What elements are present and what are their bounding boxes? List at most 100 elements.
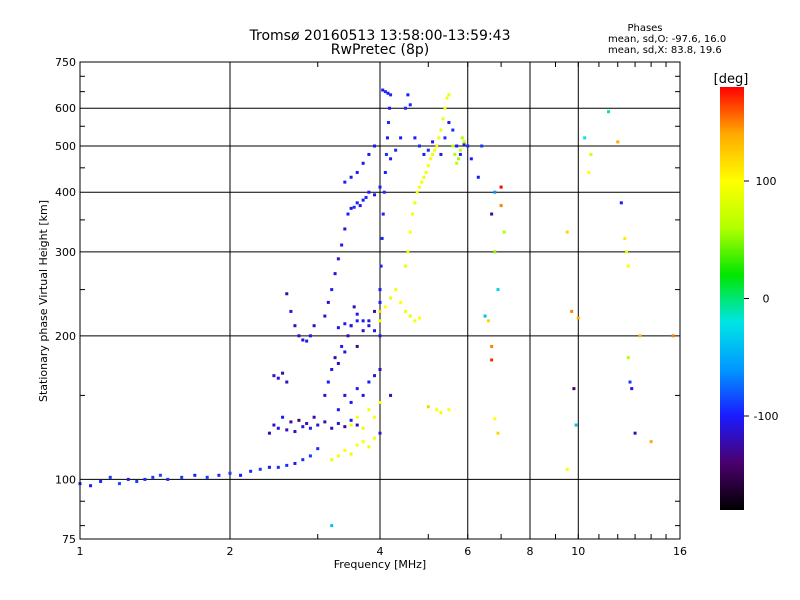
y-tick-label: 100	[55, 473, 76, 486]
x-axis-label: Frequency [MHz]	[334, 558, 426, 571]
data-point	[439, 128, 443, 132]
data-point	[289, 420, 293, 424]
data-point	[572, 387, 576, 391]
data-point	[343, 322, 347, 326]
data-point	[330, 367, 334, 371]
data-point	[272, 423, 276, 427]
data-point	[349, 423, 353, 427]
data-point	[623, 236, 627, 240]
data-point	[417, 144, 421, 148]
data-point	[453, 152, 457, 156]
data-point	[151, 475, 155, 479]
data-point	[297, 334, 301, 338]
data-point	[361, 319, 365, 323]
data-point	[258, 467, 262, 471]
data-point	[361, 161, 365, 165]
data-point	[355, 319, 359, 323]
data-point	[343, 180, 347, 184]
data-point	[343, 448, 347, 452]
data-point	[466, 144, 470, 148]
data-point	[349, 324, 353, 328]
data-point	[435, 144, 439, 148]
data-point	[336, 454, 340, 458]
data-point	[373, 144, 377, 148]
data-point	[367, 152, 371, 156]
data-point	[373, 329, 377, 333]
data-point	[428, 157, 432, 161]
data-point	[460, 136, 464, 140]
data-point	[289, 309, 293, 313]
data-point	[399, 300, 403, 304]
data-point	[355, 423, 359, 427]
data-point	[340, 243, 344, 247]
data-point	[462, 142, 466, 146]
data-point	[373, 415, 377, 419]
data-point	[346, 212, 350, 216]
colorbar-tick-label: -100	[754, 410, 779, 423]
data-point	[413, 319, 417, 323]
grid-lines	[80, 62, 680, 539]
data-point	[426, 405, 430, 409]
data-point	[343, 393, 347, 397]
y-tick-label: 200	[55, 330, 76, 343]
x-tick-label: 1	[77, 545, 84, 558]
data-point	[386, 121, 390, 125]
data-point	[355, 443, 359, 447]
x-tick-label: 16	[673, 545, 687, 558]
colorbar-tick-label: 0	[763, 293, 770, 306]
chart-subtitle: RwPretec (8p)	[331, 42, 429, 58]
data-point	[272, 374, 276, 378]
x-axis-ticks: 1 2 4 6 8 10 16	[77, 62, 687, 558]
data-point	[249, 469, 253, 473]
data-point	[490, 344, 494, 348]
data-point	[361, 440, 365, 444]
data-point	[239, 473, 243, 477]
data-point	[443, 136, 447, 140]
y-tick-label: 500	[55, 140, 76, 153]
y-tick-label: 750	[55, 56, 76, 69]
data-point	[447, 93, 451, 97]
data-point	[626, 356, 630, 360]
data-point	[285, 428, 289, 432]
data-point	[349, 400, 353, 404]
data-point	[308, 334, 312, 338]
data-point	[417, 316, 421, 320]
data-point	[380, 236, 384, 240]
data-point	[378, 334, 382, 338]
data-point	[336, 257, 340, 261]
data-point	[367, 324, 371, 328]
data-point	[433, 148, 437, 152]
data-point	[422, 175, 426, 179]
data-point	[158, 473, 162, 477]
data-point	[574, 423, 578, 427]
colorbar-tick-label: 100	[756, 175, 777, 188]
chart-title: Tromsø 20160513 13:58:00-13:59:43	[249, 28, 511, 44]
data-point	[301, 458, 305, 462]
data-point	[417, 185, 421, 189]
data-point	[361, 329, 365, 333]
data-point	[565, 467, 569, 471]
data-point	[336, 408, 340, 412]
data-point	[301, 425, 305, 429]
data-point	[382, 190, 386, 194]
data-point	[293, 324, 297, 328]
data-point	[267, 431, 271, 435]
data-point	[378, 431, 382, 435]
data-point	[276, 465, 280, 469]
data-point	[326, 380, 330, 384]
data-point	[143, 477, 147, 481]
data-point	[297, 418, 301, 422]
data-point	[630, 387, 634, 391]
data-point	[480, 144, 484, 148]
data-point	[330, 524, 334, 528]
data-point	[355, 170, 359, 174]
data-point	[576, 316, 580, 320]
data-point	[336, 421, 340, 425]
data-point	[486, 319, 490, 323]
colorbar-label: [deg]	[714, 72, 749, 87]
data-point	[373, 436, 377, 440]
data-point	[276, 426, 280, 430]
data-point	[378, 400, 382, 404]
data-point	[439, 152, 443, 156]
